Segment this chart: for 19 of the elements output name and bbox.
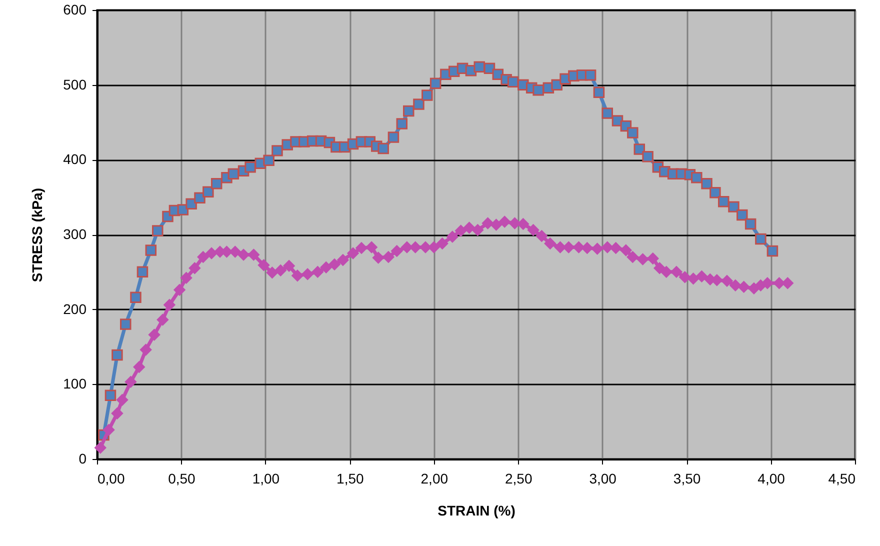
x-tick-label: 1,00 [252, 470, 280, 486]
x-axis-title: STRAIN (%) [438, 502, 516, 518]
y-tick-label: 400 [63, 151, 87, 168]
x-tick-label: 3,50 [673, 470, 701, 486]
x-tick-label: 1,50 [336, 470, 364, 486]
x-tick-label: 2,50 [504, 470, 532, 486]
y-tick-label: 200 [63, 300, 87, 317]
y-tick-label: 300 [63, 226, 87, 242]
y-tick-label: 500 [63, 76, 87, 92]
y-tick-label: 600 [63, 2, 87, 18]
x-tick-label: 4,00 [758, 470, 786, 486]
x-tick-label: 4,50 [828, 470, 856, 486]
x-tick-label: 0,50 [168, 470, 196, 486]
x-tick-label: 0,00 [98, 470, 125, 486]
y-axis-title: STRESS (kPa) [29, 188, 46, 282]
x-tick-label: 3,00 [589, 470, 617, 486]
x-tick-label: 2,00 [420, 470, 448, 486]
y-tick-label: 100 [63, 376, 87, 392]
y-tick-label: 0 [78, 450, 87, 466]
